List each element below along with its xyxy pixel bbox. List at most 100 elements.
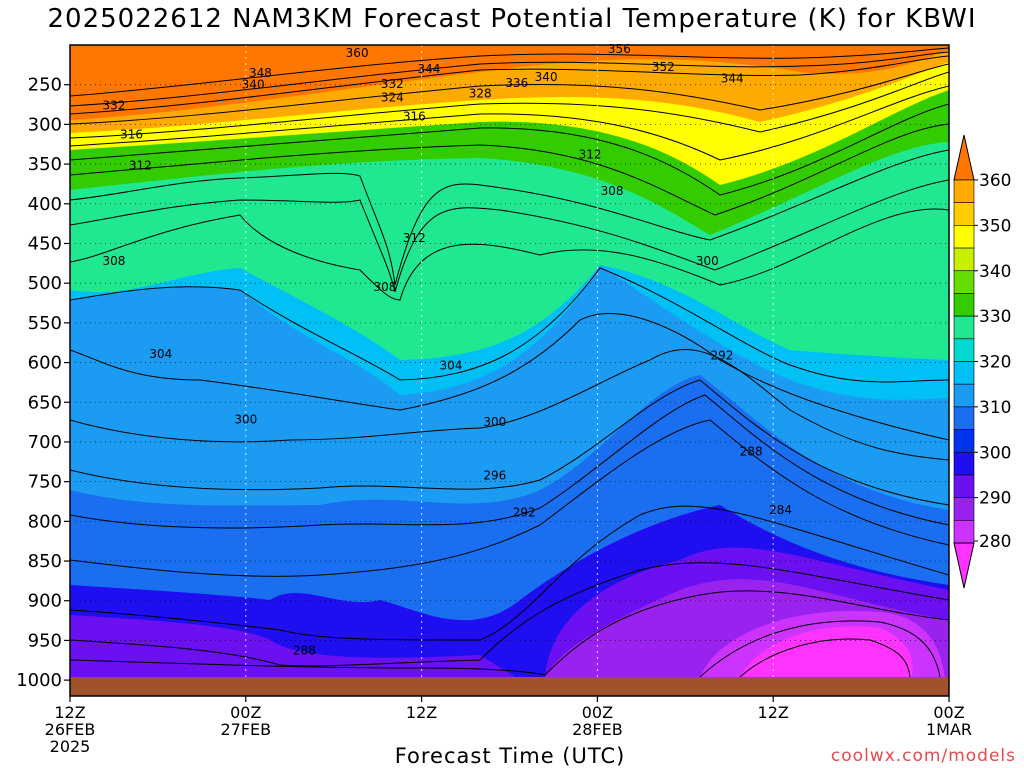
contour-label: 292 (710, 348, 733, 362)
x-tick-label: 00Z (582, 703, 613, 722)
colorbar-label: 320 (979, 353, 1011, 373)
band-cold-core (740, 626, 913, 677)
y-tick-label: 850 (28, 551, 62, 572)
contour-line (70, 71, 949, 139)
contour-label: 304 (439, 359, 462, 373)
contour-line (70, 349, 949, 461)
contour-line (70, 505, 949, 641)
colorbar-swatch (953, 179, 975, 203)
x-axis-label: Forecast Time (UTC) (394, 744, 626, 768)
colorbar-swatch (953, 406, 975, 430)
contour-line (70, 394, 949, 529)
x-tick-label: 00Z (933, 703, 964, 722)
colorbar-swatch (953, 497, 975, 521)
contour-lines (70, 47, 949, 677)
colorbar-label: 280 (979, 532, 1011, 552)
colorbar-swatch (953, 315, 975, 340)
contour-label: 352 (652, 60, 675, 74)
colorbar-swatch (953, 429, 975, 453)
x-tick-label: 2025 (50, 737, 91, 756)
contour-label: 340 (535, 70, 558, 84)
colorbar-label: 340 (979, 262, 1011, 282)
y-tick-label: 500 (28, 273, 62, 294)
contour-line (70, 562, 949, 667)
colorbar-swatch (953, 361, 975, 385)
x-tick-label: 26FEB (45, 720, 96, 739)
colorbar-swatch (953, 270, 975, 294)
colorbar-bottom-arrow (953, 542, 975, 589)
y-tick-label: 600 (28, 353, 62, 374)
contour-line (70, 379, 949, 506)
y-tick-label: 400 (28, 194, 62, 215)
contour-label: 300 (234, 413, 257, 427)
colorbar-swatch (953, 225, 975, 249)
contour-label: 288 (293, 644, 316, 658)
y-axis-ticks: 250 300 350 400 450 500 550 600 650 700 750 800 850 9… (16, 75, 70, 691)
y-tick-label: 750 (28, 472, 62, 493)
y-tick-label: 350 (28, 154, 62, 175)
colorbar-swatch (953, 474, 975, 498)
colorbar-swatch (953, 247, 975, 272)
contour-label: 300 (696, 254, 719, 268)
y-tick-label: 700 (28, 432, 62, 453)
contour-label: 308 (601, 184, 624, 198)
contour-label: 312 (403, 231, 426, 245)
plot-frame (69, 44, 950, 697)
y-tick-label: 800 (28, 511, 62, 532)
y-tick-label: 1000 (16, 670, 62, 691)
contour-line (70, 103, 949, 196)
y-tick-label: 900 (28, 591, 62, 612)
contour-label: 336 (505, 76, 528, 90)
colorbar-swatch (953, 383, 975, 408)
colorbar-label: 330 (979, 307, 1011, 327)
temperature-fill (70, 45, 949, 677)
contour-label: 344 (417, 62, 440, 76)
contour-line (70, 47, 949, 97)
source-credit: coolwx.com/models (830, 746, 1016, 766)
x-tick-label: 12Z (54, 703, 85, 722)
contour-line (699, 620, 941, 677)
x-tick-label: 27FEB (220, 720, 271, 739)
contour-label: 340 (242, 78, 265, 92)
contour-label: 348 (249, 66, 272, 80)
y-tick-label: 250 (28, 75, 62, 96)
colorbar-swatch (953, 202, 975, 226)
colorbar-label: 290 (979, 489, 1011, 509)
y-tick-label: 950 (28, 630, 62, 651)
colorbar-swatch (953, 338, 975, 362)
contour-label: 316 (403, 109, 426, 123)
contour-label: 328 (469, 86, 492, 100)
contour-line (70, 63, 949, 125)
colorbar-swatch (953, 520, 975, 544)
contour-line (70, 85, 949, 161)
x-tick-label: 12Z (406, 703, 437, 722)
contour-label: 312 (579, 148, 602, 162)
contour-label: 312 (129, 159, 152, 173)
contour-label: 324 (381, 90, 404, 104)
contour-label: 360 (346, 46, 369, 60)
contour-label: 356 (608, 42, 631, 56)
contour-line (70, 55, 949, 115)
x-tick-label: 12Z (758, 703, 789, 722)
contour-label: 344 (721, 71, 744, 85)
contour-label: 284 (769, 503, 792, 517)
contour-line (70, 267, 949, 383)
contour-label: 308 (374, 280, 397, 294)
contour-label: 296 (483, 468, 506, 482)
contour-label: 304 (149, 347, 172, 361)
contour-label: 288 (740, 444, 763, 458)
colorbar-label: 310 (979, 398, 1011, 418)
y-tick-label: 300 (28, 114, 62, 135)
ground-bar (70, 677, 949, 696)
contour-line (70, 208, 949, 301)
x-tick-label: 28FEB (572, 720, 623, 739)
contour-line (70, 313, 949, 441)
colorbar-top-arrow (953, 134, 975, 181)
x-tick-label: 1MAR (926, 720, 972, 739)
colorbar-swatch (953, 451, 975, 476)
colorbar-swatch (953, 293, 975, 317)
contour-labels: 360 356 352 348 344 344 340 340 336 332 332 328 324 3… (102, 42, 792, 658)
colorbar-label: 360 (979, 171, 1011, 191)
